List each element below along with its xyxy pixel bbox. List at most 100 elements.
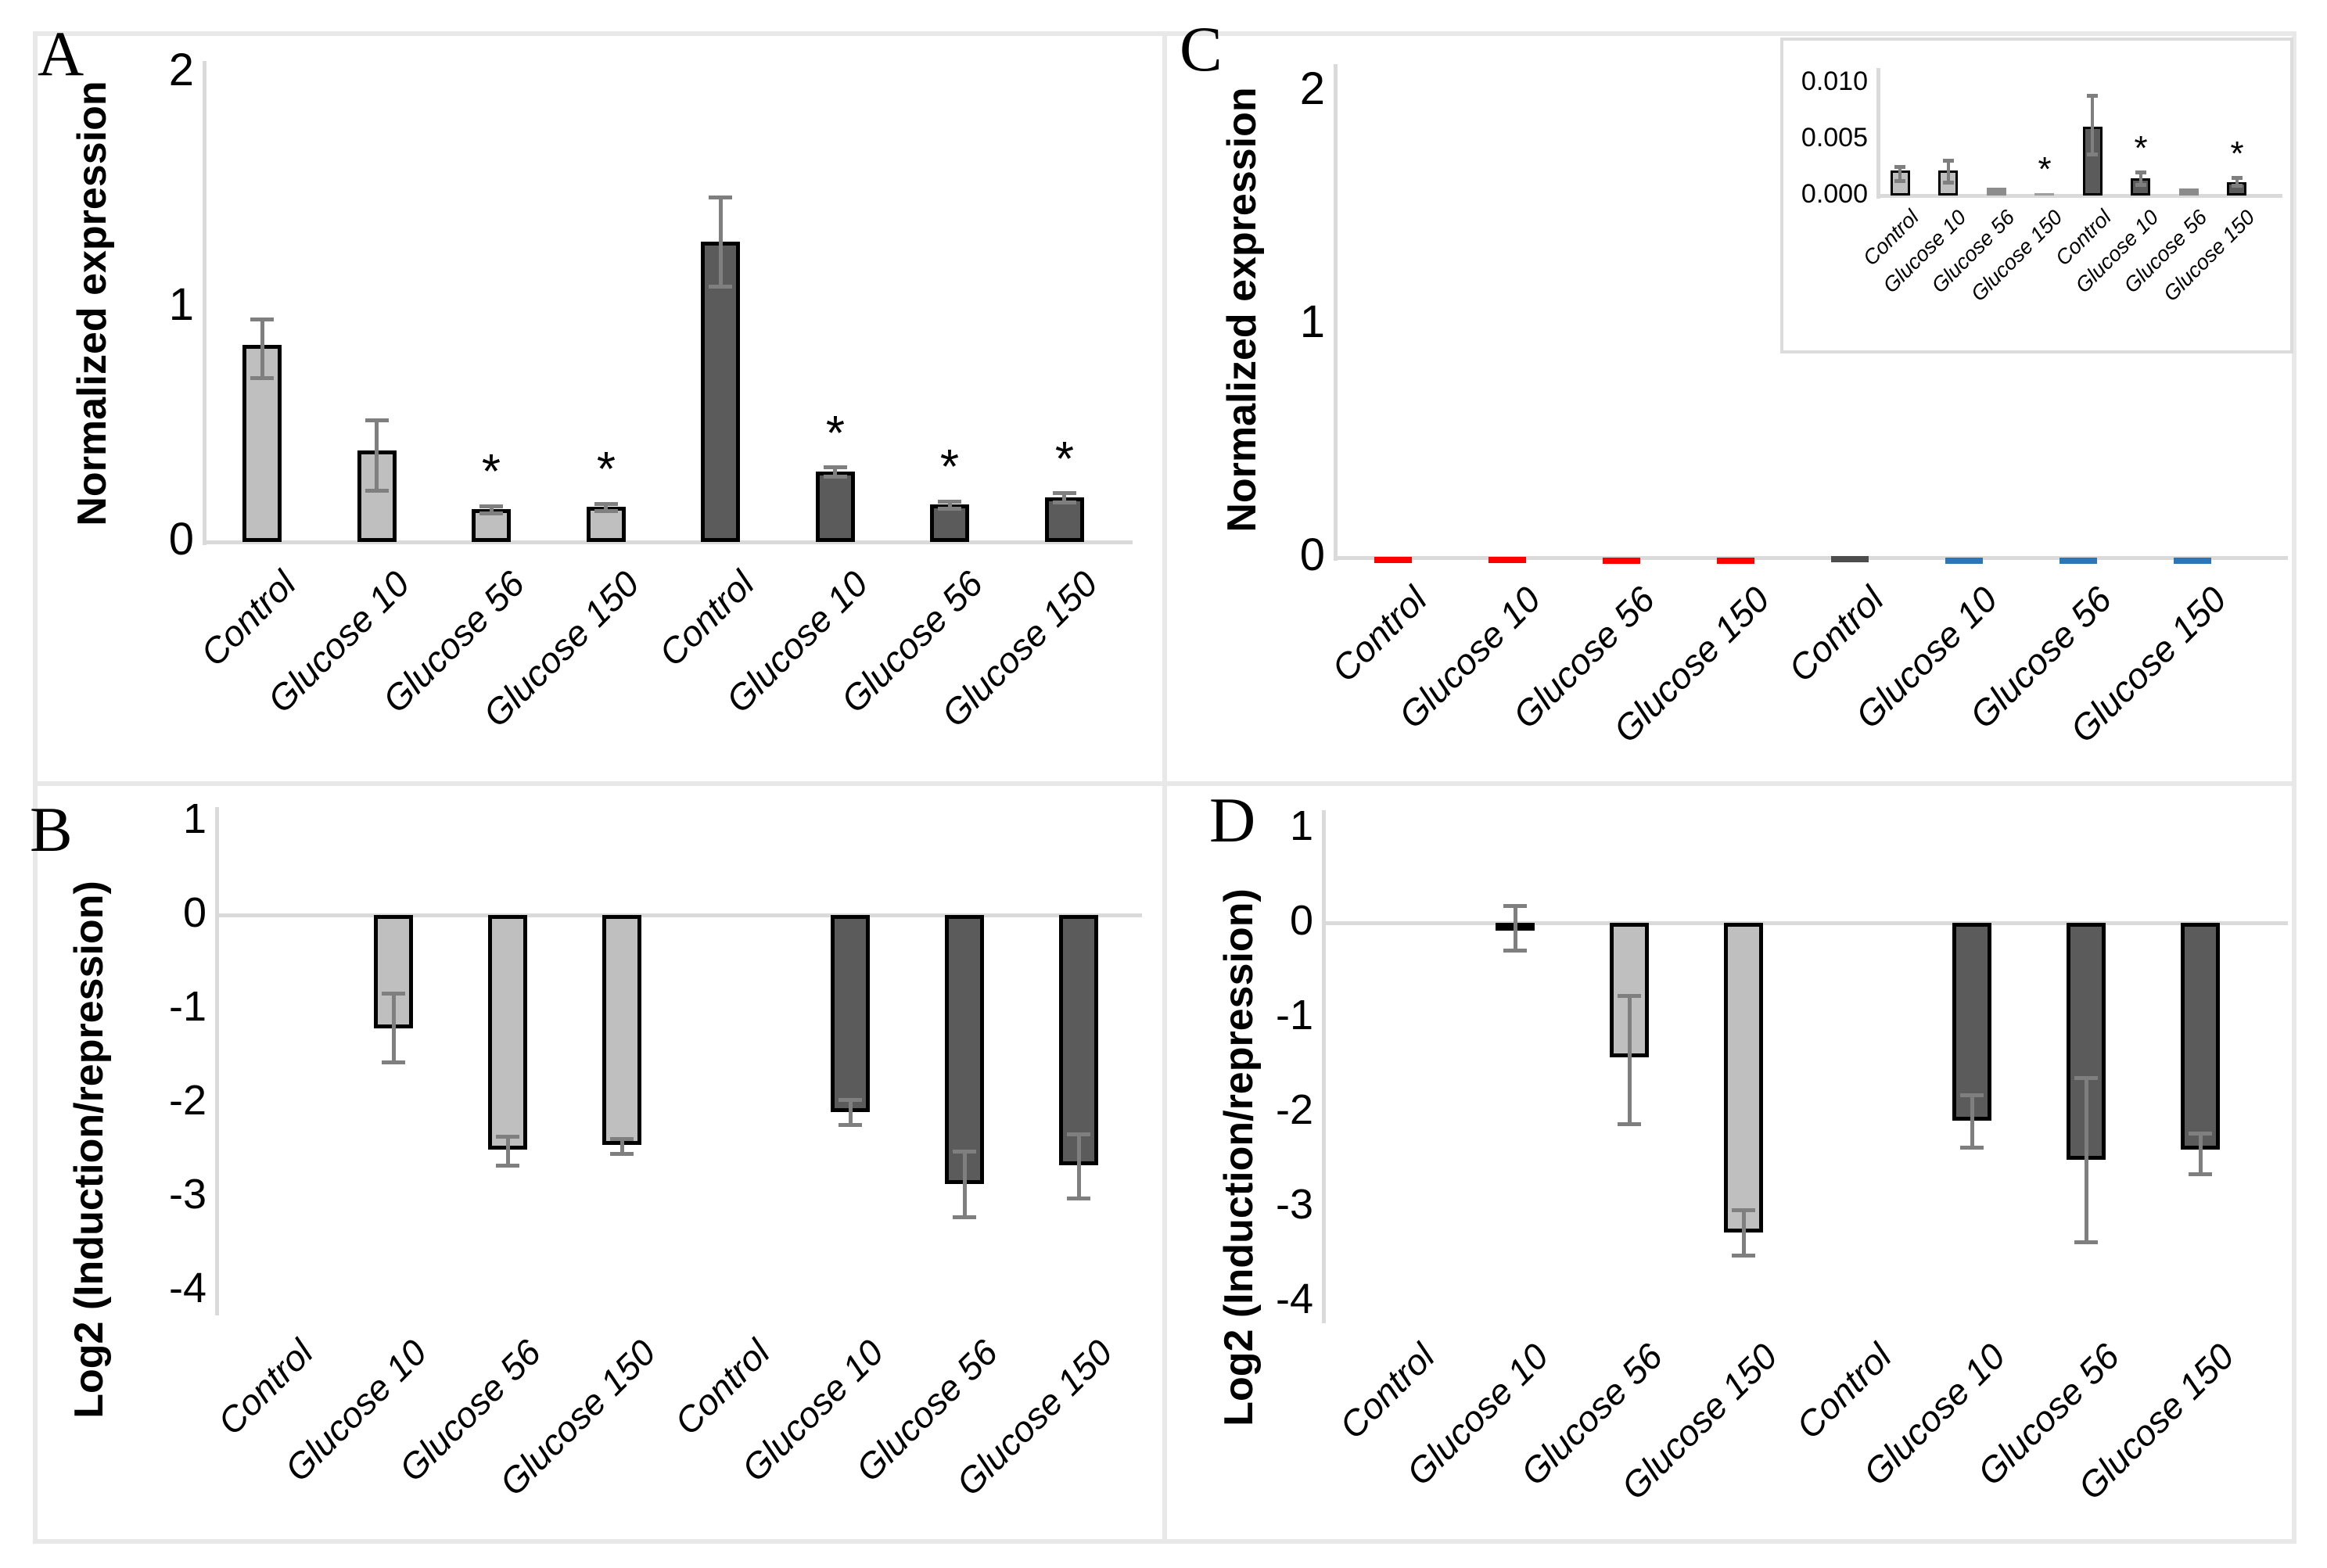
y-tick-label: 0 bbox=[1299, 529, 1325, 580]
bar-B-7 bbox=[945, 915, 984, 1184]
bar-C-7 bbox=[2179, 188, 2199, 196]
error-bar-cap bbox=[610, 1137, 634, 1141]
bar-C-3 bbox=[1987, 188, 2006, 196]
error-bar-cap bbox=[496, 1164, 519, 1168]
significance-star: * bbox=[596, 443, 616, 497]
error-bar-line bbox=[506, 1136, 510, 1165]
y-tick-label: 1 bbox=[1299, 296, 1325, 347]
error-bar-line bbox=[1077, 1134, 1081, 1199]
error-bar-cap bbox=[2135, 170, 2146, 174]
error-bar-cap bbox=[496, 1135, 519, 1139]
error-bar-cap bbox=[1960, 1146, 1984, 1150]
bar-C-7 bbox=[2059, 558, 2097, 564]
bar-A-2 bbox=[357, 450, 397, 542]
error-bar-cap bbox=[1618, 1122, 1641, 1126]
bar-B-6 bbox=[831, 915, 870, 1112]
y-axis-line-A bbox=[203, 61, 206, 545]
error-bar-cap bbox=[479, 511, 503, 515]
bar-A-6 bbox=[816, 472, 855, 542]
error-bar-cap bbox=[2135, 183, 2146, 187]
error-bar-cap bbox=[824, 475, 847, 479]
significance-star: * bbox=[1054, 432, 1075, 486]
error-bar-line bbox=[948, 501, 952, 508]
error-bar-cap bbox=[953, 1215, 976, 1219]
y-tick-label: -4 bbox=[1275, 1276, 1313, 1322]
y-tick-label: -1 bbox=[168, 983, 206, 1030]
panel-label-a: A bbox=[38, 18, 84, 89]
error-bar-cap bbox=[1894, 165, 1905, 169]
error-bar-cap bbox=[479, 504, 503, 508]
error-bar-cap bbox=[839, 1123, 862, 1127]
zero-line-D bbox=[1324, 921, 2288, 925]
y-tick-label: 0 bbox=[1289, 897, 1313, 944]
y-tick-label: 0 bbox=[168, 514, 194, 565]
y-tick-label: 0 bbox=[182, 889, 206, 936]
y-tick-label: 1 bbox=[182, 795, 206, 842]
error-bar-cap bbox=[2189, 1132, 2212, 1136]
y-tick-label: 2 bbox=[1299, 63, 1325, 114]
x-axis-label: Control bbox=[1780, 578, 1891, 690]
y-tick-label: 2 bbox=[168, 45, 194, 95]
zero-line-C bbox=[1336, 556, 2288, 560]
error-bar-line bbox=[2085, 1078, 2088, 1241]
error-bar-cap bbox=[1053, 501, 1076, 504]
error-bar-cap bbox=[2087, 152, 2098, 156]
x-axis-label: Control bbox=[651, 562, 762, 674]
y-tick-label: -1 bbox=[1275, 992, 1313, 1039]
error-bar-cap bbox=[2074, 1240, 2098, 1244]
error-bar-line bbox=[1062, 493, 1066, 502]
y-tick-label: -3 bbox=[168, 1171, 206, 1218]
error-bar-line bbox=[1947, 160, 1950, 181]
error-bar-cap bbox=[1732, 1254, 1755, 1258]
y-axis-line-D bbox=[1322, 810, 1326, 1323]
y-tick-label: -2 bbox=[1275, 1086, 1313, 1133]
error-bar-line bbox=[2091, 95, 2094, 154]
error-bar-line bbox=[2199, 1133, 2203, 1174]
x-axis-label: Control bbox=[210, 1331, 321, 1443]
zero-line-B bbox=[217, 913, 1142, 917]
error-bar-cap bbox=[1503, 904, 1527, 908]
x-axis-label: Control bbox=[192, 562, 303, 674]
panel-label-d: D bbox=[1209, 784, 1256, 856]
error-bar-cap bbox=[2232, 184, 2243, 188]
error-bar-cap bbox=[2074, 1076, 2098, 1080]
error-bar-cap bbox=[365, 489, 389, 493]
error-bar-line bbox=[833, 467, 837, 476]
error-bar-cap bbox=[839, 1098, 862, 1102]
error-bar-line bbox=[2139, 172, 2142, 185]
error-bar-cap bbox=[250, 318, 274, 321]
error-bar-cap bbox=[709, 196, 732, 199]
bar-C-6 bbox=[1945, 558, 1983, 564]
panel-label-b: B bbox=[30, 794, 73, 865]
error-bar-cap bbox=[938, 500, 961, 504]
y-tick-label: -2 bbox=[168, 1077, 206, 1124]
error-bar-cap bbox=[1960, 1093, 1984, 1097]
bar-A-7 bbox=[930, 504, 969, 542]
zero-line-C_inset bbox=[1879, 194, 2282, 198]
bar-D-4 bbox=[1724, 923, 1763, 1233]
bar-A-5 bbox=[701, 242, 740, 542]
error-bar-cap bbox=[1943, 159, 1954, 163]
error-bar-cap bbox=[1943, 181, 1954, 185]
significance-star: * bbox=[2134, 129, 2148, 167]
bar-B-4 bbox=[602, 915, 641, 1145]
bar-C-5 bbox=[1831, 556, 1869, 562]
error-bar-cap bbox=[938, 507, 961, 511]
y-axis-line-C_inset bbox=[1876, 68, 1880, 199]
y-tick-label: 0.005 bbox=[1801, 123, 1868, 152]
y-tick-label: -3 bbox=[1275, 1181, 1313, 1228]
bar-C-1 bbox=[1374, 557, 1412, 563]
bar-C-4 bbox=[1717, 558, 1754, 564]
y-tick-label: 1 bbox=[168, 279, 194, 330]
y-axis-line-C bbox=[1334, 64, 1338, 561]
error-bar-cap bbox=[250, 376, 274, 380]
error-bar-cap bbox=[594, 502, 618, 506]
error-bar-cap bbox=[953, 1150, 976, 1154]
x-axis-label: Control bbox=[1331, 1335, 1442, 1447]
error-bar-cap bbox=[1053, 491, 1076, 495]
error-bar-cap bbox=[2087, 94, 2098, 98]
error-bar-line bbox=[375, 420, 379, 490]
error-bar-cap bbox=[1894, 179, 1905, 183]
